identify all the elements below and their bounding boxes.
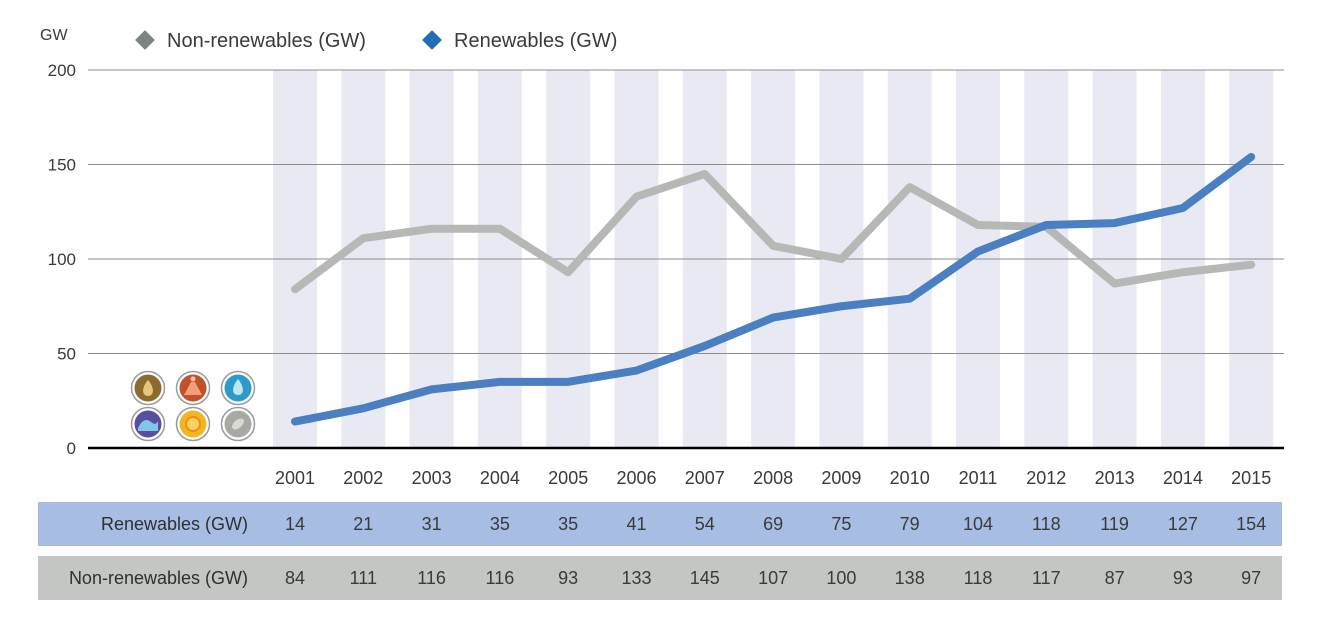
x-tick-label: 2003: [412, 468, 452, 488]
y-tick-label: 200: [48, 61, 76, 80]
legend: Non-renewables (GW) Renewables (GW): [135, 30, 617, 52]
table-cell: 14: [285, 514, 305, 534]
table-cell: 41: [626, 514, 646, 534]
table-cell: 116: [417, 568, 446, 588]
series-lines: [291, 152, 1256, 426]
table-cell: 118: [1032, 514, 1061, 534]
table-cell: 93: [1173, 568, 1193, 588]
table-cell: 69: [763, 514, 783, 534]
x-tick-label: 2008: [753, 468, 793, 488]
y-axis-unit: GW: [40, 27, 68, 44]
y-tick-label: 0: [67, 439, 76, 458]
table-row-label: Renewables (GW): [101, 514, 248, 534]
series-line-1: [291, 152, 1256, 426]
x-tick-label: 2009: [821, 468, 861, 488]
table-cell: 35: [558, 514, 578, 534]
y-tick-label: 50: [57, 345, 76, 364]
x-tick-label: 2014: [1163, 468, 1203, 488]
x-tick-label: 2004: [480, 468, 520, 488]
table-cell: 35: [490, 514, 510, 534]
table-cell: 116: [486, 568, 515, 588]
table-cell: 145: [690, 568, 720, 588]
x-tick-label: 2007: [685, 468, 725, 488]
wind-icon: [220, 406, 256, 442]
x-tick-label: 2001: [275, 468, 315, 488]
x-axis: 2001 2002 2003 2004 2005 2006 2007 2008 2009 2010…: [88, 446, 1284, 488]
energy-source-icons: [130, 370, 256, 442]
legend-label: Renewables (GW): [454, 30, 617, 52]
table-cell: 31: [422, 514, 442, 534]
y-tick-label: 150: [48, 156, 76, 175]
table-cell: 133: [621, 568, 651, 588]
ocean-icon: [130, 406, 166, 442]
legend-marker: [422, 30, 442, 50]
table-cell: 107: [758, 568, 788, 588]
table-row-background: [38, 502, 1282, 546]
table-row: Non-renewables (GW) 84 111 116 116 93 133 145 10…: [38, 556, 1282, 600]
table-row-label: Non-renewables (GW): [69, 568, 248, 588]
x-tick-label: 2015: [1231, 468, 1271, 488]
series-line-0: [291, 169, 1256, 294]
solar-icon: [175, 406, 211, 442]
table-row: Renewables (GW) 14 21 31 35 35 41 54 69 75 79 104 11…: [38, 502, 1282, 546]
x-tick-label: 2006: [616, 468, 656, 488]
table-cell: 93: [558, 568, 578, 588]
table-cell: 84: [285, 568, 305, 588]
table-cell: 119: [1100, 514, 1129, 534]
table-cell: 87: [1105, 568, 1125, 588]
x-tick-label: 2013: [1095, 468, 1135, 488]
table-cell: 111: [350, 568, 377, 588]
table-cell: 79: [900, 514, 920, 534]
table-cell: 54: [695, 514, 715, 534]
hydropower-icon: [220, 370, 256, 406]
y-tick-label: 100: [48, 250, 76, 269]
y-axis: GW 0 50 100 150 200: [40, 27, 76, 458]
table-cell: 97: [1241, 568, 1261, 588]
legend-label: Non-renewables (GW): [167, 30, 366, 52]
table-cell: 154: [1236, 514, 1266, 534]
data-table: Renewables (GW) 14 21 31 35 35 41 54 69 75 79 104 11…: [38, 502, 1282, 600]
x-tick-label: 2002: [343, 468, 383, 488]
x-tick-label: 2012: [1026, 468, 1066, 488]
x-tick-label: 2005: [548, 468, 588, 488]
geothermal-icon: [175, 370, 211, 406]
table-cell: 118: [964, 568, 993, 588]
table-cell: 21: [353, 514, 373, 534]
legend-marker: [135, 30, 155, 50]
table-cell: 75: [831, 514, 851, 534]
x-tick-label: 2010: [890, 468, 930, 488]
table-cell: 100: [826, 568, 856, 588]
table-cell: 127: [1168, 514, 1198, 534]
table-cell: 138: [895, 568, 925, 588]
table-cell: 117: [1032, 568, 1061, 588]
table-cell: 104: [963, 514, 993, 534]
bioenergy-icon: [130, 370, 166, 406]
table-row-background: [38, 556, 1282, 600]
x-tick-label: 2011: [959, 468, 998, 488]
